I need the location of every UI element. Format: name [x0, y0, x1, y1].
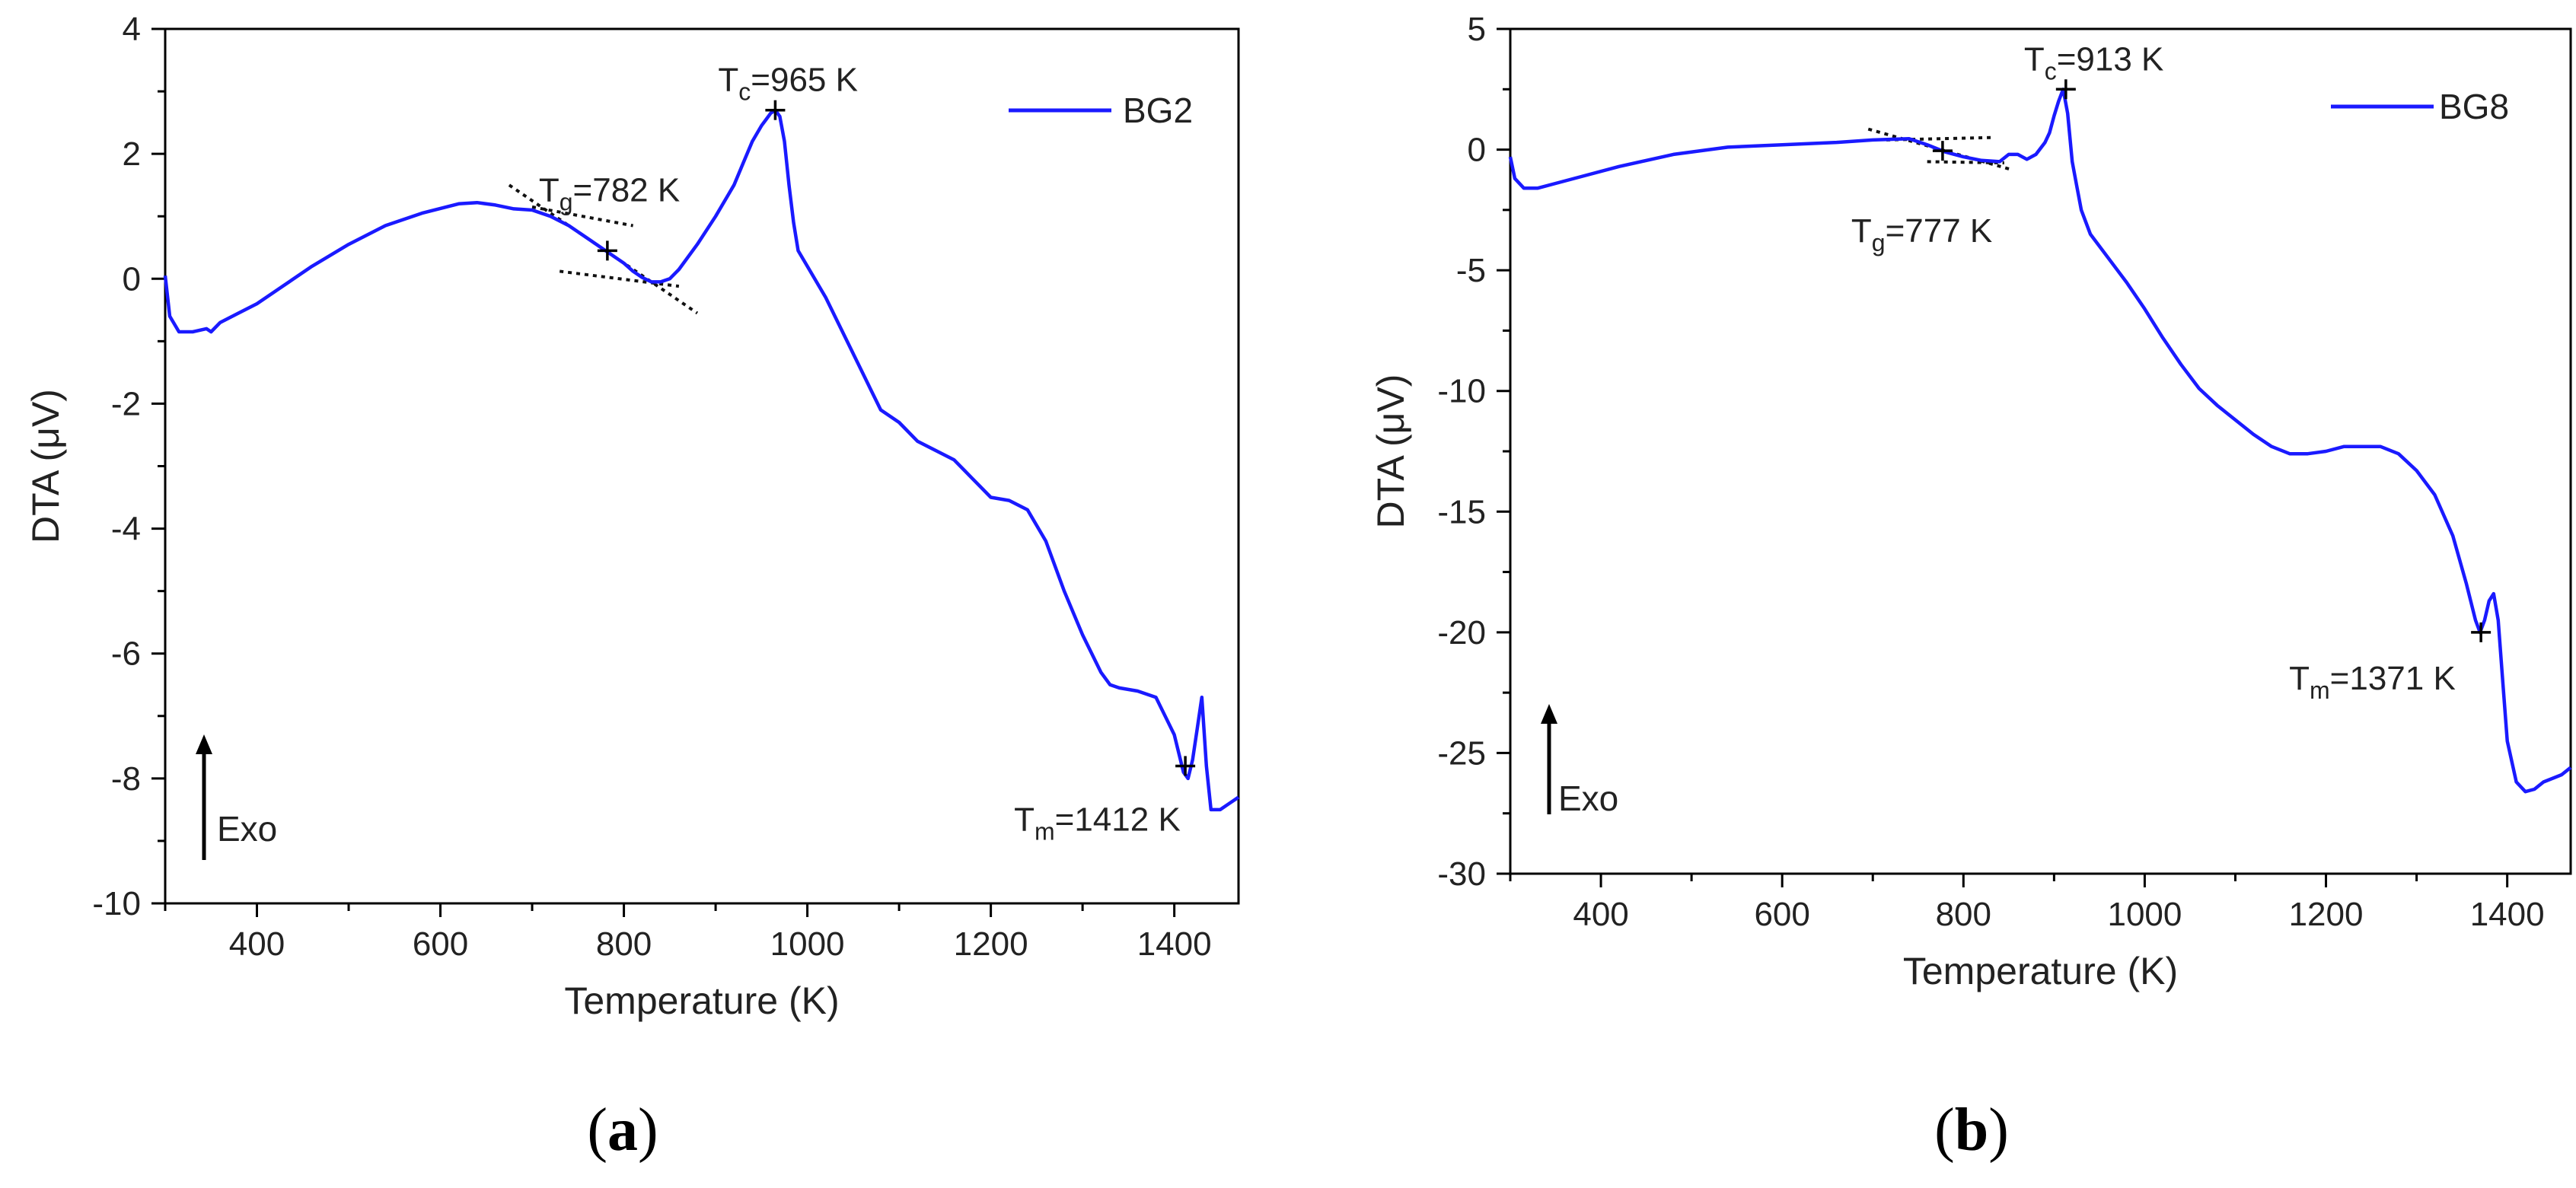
y-tick-label: 0 — [123, 260, 141, 298]
annotation-m: Tm=1371 K — [2289, 660, 2456, 704]
x-tick-label: 600 — [1754, 896, 1809, 933]
annotation-m: Tm=1412 K — [1014, 801, 1181, 845]
y-axis-title: DTA (μV) — [1369, 374, 1412, 529]
annotation-c: Tc=913 K — [2024, 40, 2164, 84]
y-tick-label: 2 — [123, 135, 141, 173]
x-tick-label: 1000 — [770, 925, 845, 963]
tangent-line — [559, 269, 680, 288]
panel-caption-b: (b) — [1934, 1097, 2009, 1164]
y-tick-label: -2 — [111, 385, 141, 422]
exo-arrow-head — [1541, 704, 1557, 724]
exo-arrow-head — [196, 734, 212, 754]
y-tick-label: -10 — [92, 885, 141, 922]
x-tick-label: 800 — [596, 925, 652, 963]
x-tick-label: 1400 — [2470, 896, 2545, 933]
tangent-line — [531, 205, 633, 228]
panel-caption-a: (a) — [587, 1097, 658, 1164]
y-tick-label: -15 — [1437, 493, 1486, 530]
y-tick-label: -25 — [1437, 734, 1486, 772]
y-tick-label: 5 — [1468, 11, 1486, 48]
x-tick-label: 1000 — [2107, 896, 2182, 933]
y-axis-title: DTA (μV) — [24, 389, 67, 543]
y-tick-label: 0 — [1468, 132, 1486, 169]
x-tick-label: 1200 — [954, 925, 1028, 963]
x-tick-label: 800 — [1936, 896, 1991, 933]
x-tick-label: 1200 — [2289, 896, 2364, 933]
y-tick-label: -6 — [111, 635, 141, 673]
y-tick-label: -30 — [1437, 855, 1486, 893]
y-tick-label: 4 — [123, 11, 141, 48]
y-tick-label: -8 — [111, 760, 141, 798]
x-tick-label: 400 — [1573, 896, 1628, 933]
exo-label: Exo — [217, 809, 277, 849]
series-line-bg2 — [163, 108, 1240, 812]
y-tick-label: -20 — [1437, 614, 1486, 651]
annotation-g: Tg=782 K — [539, 171, 680, 215]
x-axis-title: Temperature (K) — [1903, 950, 2178, 992]
dta-chart-bg8: 400 600 800 1000 1200 1400 5 0 -5 -10 -15 -20 -25 -30… — [1369, 11, 2572, 992]
dta-chart-bg2: 400 600 800 1000 1200 1400 4 2 0 -2 -4 -6 -8 -10 Tempe… — [24, 11, 1240, 1022]
annotation-g: Tg=777 K — [1851, 212, 1992, 256]
annotation-c: Tc=965 K — [718, 62, 858, 106]
y-tick-label: -4 — [111, 511, 141, 548]
x-tick-label: 600 — [413, 925, 468, 963]
y-tick-label: -10 — [1437, 373, 1486, 410]
x-tick-label: 1400 — [1137, 925, 1212, 963]
y-tick-label: -5 — [1456, 252, 1486, 289]
legend-label: BG2 — [1123, 91, 1193, 130]
series-line-bg8 — [1508, 88, 2572, 794]
x-tick-label: 400 — [229, 925, 285, 963]
legend-label: BG8 — [2439, 87, 2509, 126]
exo-label: Exo — [1558, 779, 1618, 818]
x-axis-title: Temperature (K) — [564, 979, 839, 1022]
plot-frame — [164, 27, 1240, 905]
